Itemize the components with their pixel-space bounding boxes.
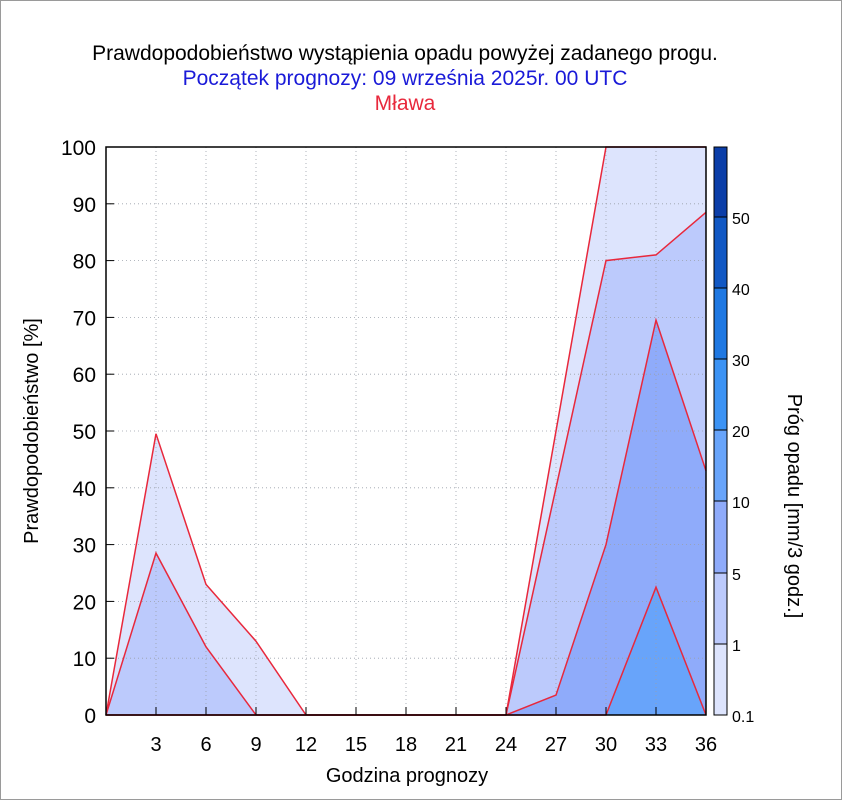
colorbar-tick-label: 5 [732, 567, 741, 584]
colorbar-tick-label: 0.1 [732, 709, 754, 726]
colorbar-segment-40 [714, 217, 727, 288]
y-tick-label: 80 [73, 251, 96, 274]
colorbar-tick-label: 30 [732, 353, 750, 370]
y-tick-label: 30 [73, 535, 96, 558]
colorbar-segment-50 [714, 147, 727, 217]
x-tick-label: 24 [495, 734, 517, 756]
x-tick-label: 33 [645, 734, 667, 756]
colorbar-segment-20 [714, 359, 727, 430]
y-tick-label: 50 [73, 421, 96, 444]
chart-location: Mława [374, 92, 436, 115]
colorbar-tick-label: 20 [732, 424, 750, 441]
colorbar-segment-1 [714, 573, 727, 644]
x-axis-label: Godzina prognozy [326, 765, 488, 787]
y-tick-label: 70 [73, 307, 96, 330]
colorbar-segment-0.1 [714, 644, 727, 715]
y-tick-label: 10 [73, 648, 96, 671]
colorbar-tick-label: 1 [732, 638, 741, 655]
colorbar-tick-label: 10 [732, 495, 750, 512]
colorbar-segment-30 [714, 288, 727, 359]
x-tick-label: 21 [445, 734, 467, 756]
y-tick-label: 20 [73, 591, 96, 614]
colorbar: 0.1 1 5 10 20 30 40 50 [713, 146, 754, 726]
y-tick-label: 0 [84, 705, 96, 728]
area-layers [106, 147, 706, 716]
chart-subtitle: Początek prognozy: 09 września 2025r. 00… [182, 67, 628, 90]
y-tick-label: 90 [73, 194, 96, 217]
x-tick-label: 12 [295, 734, 317, 756]
x-tick-label: 3 [150, 734, 161, 756]
x-tick-label: 27 [545, 734, 567, 756]
x-tick-label: 36 [695, 734, 717, 756]
chart-title: Prawdopodobieństwo wystąpienia opadu pow… [92, 42, 718, 65]
y-tick-label: 60 [73, 364, 96, 387]
y-tick-label: 100 [61, 137, 96, 160]
y-tick-label: 40 [73, 478, 96, 501]
x-tick-label: 6 [200, 734, 211, 756]
colorbar-tick-label: 40 [732, 282, 750, 299]
colorbar-label: Próg opadu [mm/3 godz.] [783, 394, 805, 619]
area-threshold-4 [106, 587, 706, 715]
x-tick-label: 9 [250, 734, 261, 756]
x-tick-label: 18 [395, 734, 417, 756]
colorbar-segment-10 [714, 430, 727, 501]
y-axis-label: Prawdopodobieństwo [%] [21, 318, 43, 544]
colorbar-tick-label: 50 [732, 211, 750, 228]
x-tick-label: 30 [595, 734, 617, 756]
colorbar-segment-5 [714, 501, 727, 573]
area-threshold-2 [106, 212, 706, 716]
x-tick-label: 15 [345, 734, 367, 756]
